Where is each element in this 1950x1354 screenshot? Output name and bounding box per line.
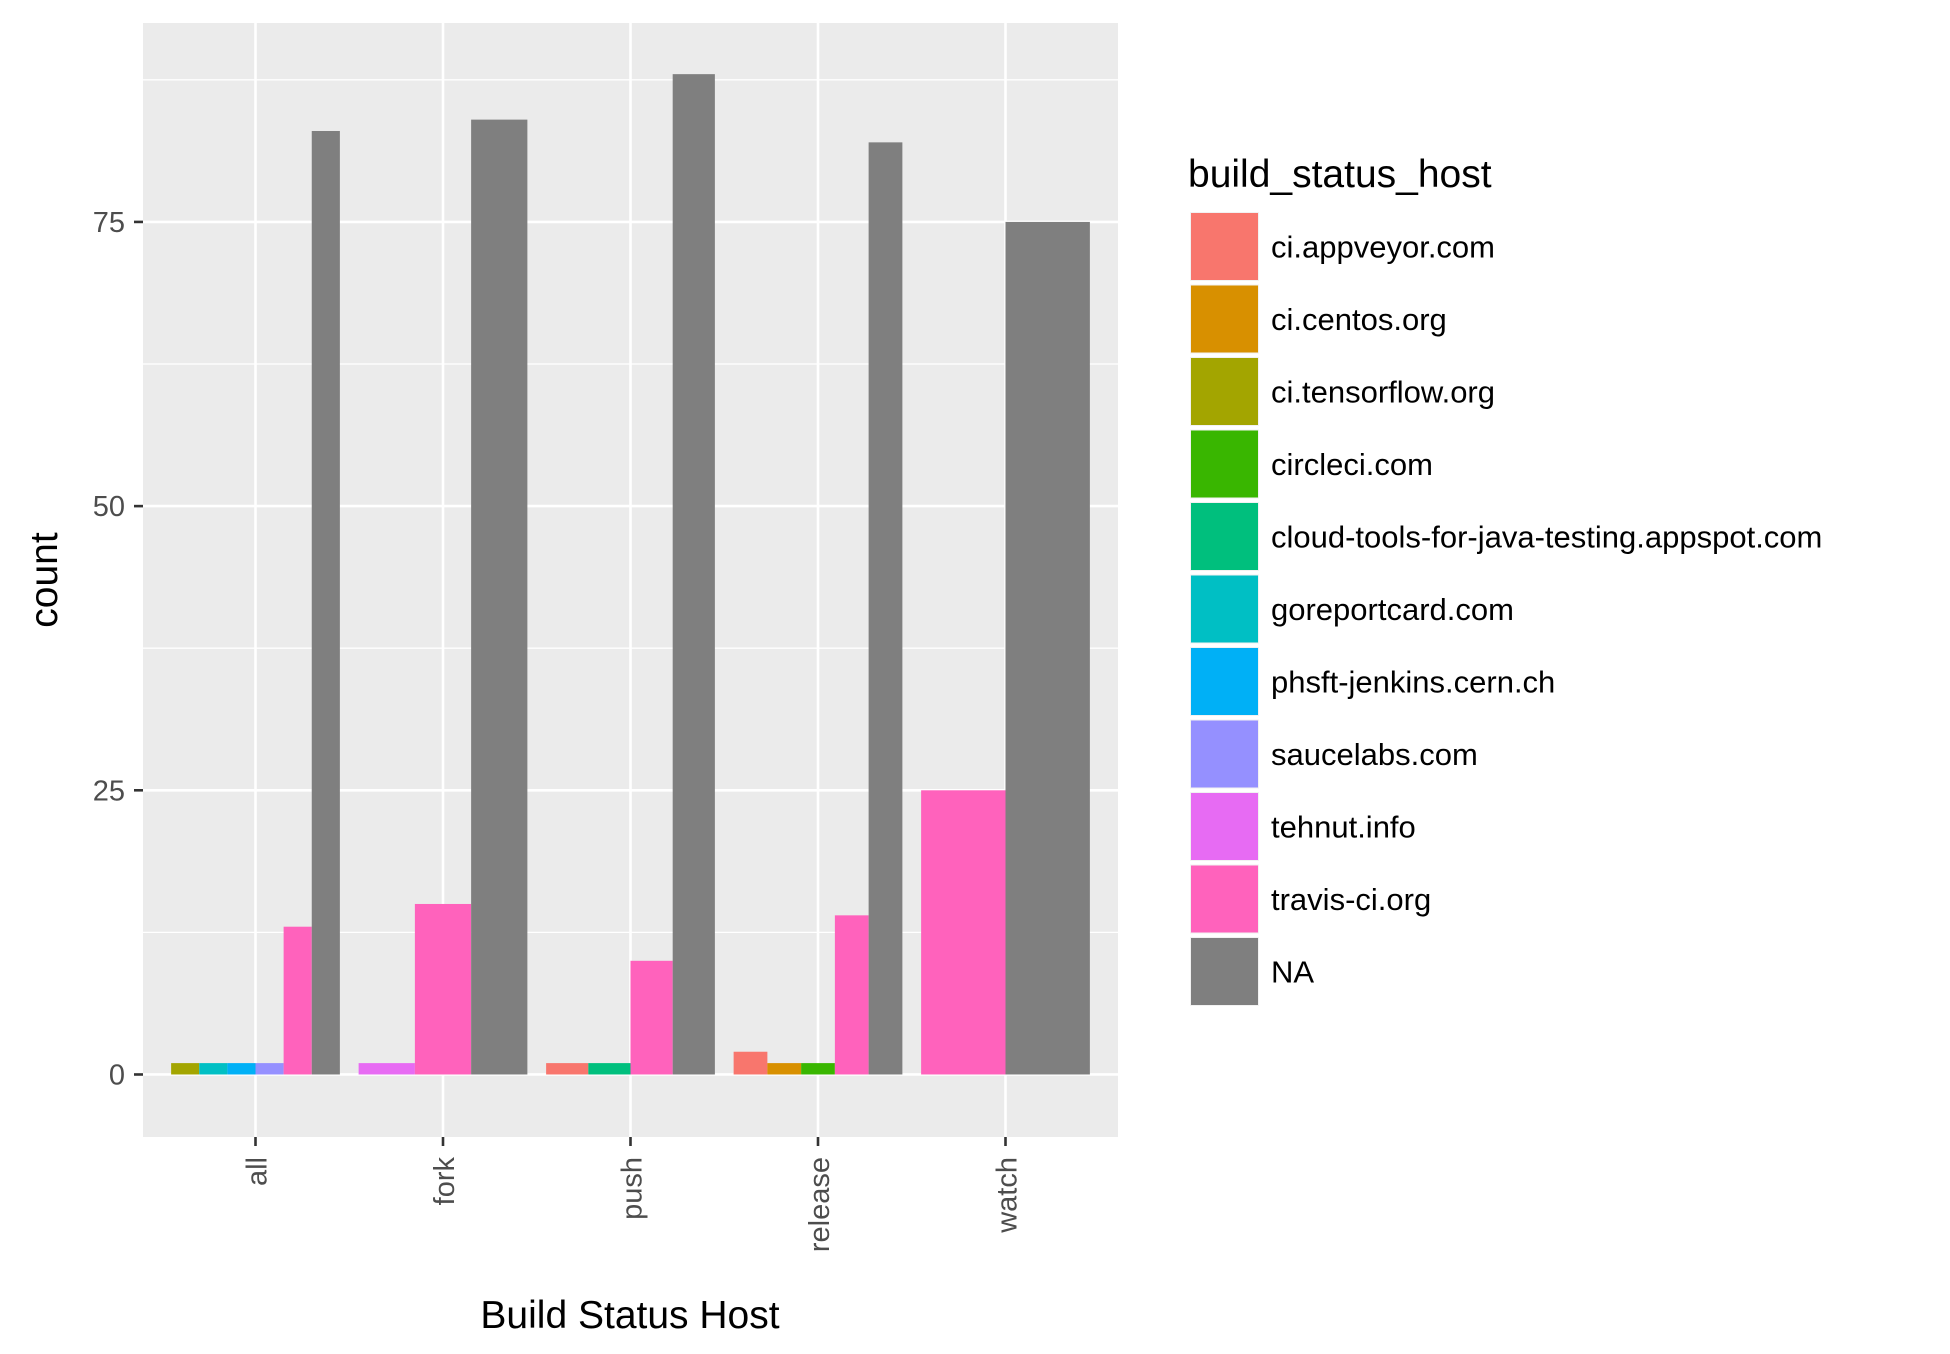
bar-push-cloud-tools-for-java-testing-appspot-com	[588, 1063, 631, 1075]
legend-label: goreportcard.com	[1271, 592, 1514, 627]
bar-release-travis-ci-org	[834, 915, 869, 1075]
bar-all-goreportcard-com	[199, 1063, 228, 1075]
x-axis-title: Build Status Host	[480, 1294, 779, 1337]
y-axis-title: count	[23, 532, 66, 628]
bars	[171, 74, 1090, 1075]
bar-all-ci-tensorflow-org	[171, 1063, 200, 1075]
bar-push-travis-ci-org	[630, 960, 673, 1075]
legend-key-tehnut-info	[1191, 793, 1258, 860]
legend-title: build_status_host	[1188, 153, 1492, 196]
legend-key-ci-appveyor-com	[1191, 213, 1258, 280]
legend-label: ci.centos.org	[1271, 302, 1447, 337]
legend-label: circleci.com	[1271, 447, 1433, 482]
y-axis: 0 25 50 75	[93, 207, 143, 1091]
bar-release-ci-centos-org	[767, 1063, 802, 1075]
x-axis: all fork push release watch	[242, 1137, 1024, 1252]
x-tick-label: release	[804, 1157, 836, 1252]
legend-label: travis-ci.org	[1271, 882, 1431, 917]
y-tick-label: 25	[93, 775, 125, 807]
legend-label: cloud-tools-for-java-testing.appspot.com	[1271, 520, 1822, 555]
legend-label: phsft-jenkins.cern.ch	[1271, 665, 1555, 700]
y-tick-label: 50	[93, 491, 125, 523]
bar-all-NA	[311, 130, 340, 1075]
legend: build_status_host ci.appveyor.com ci.cent…	[1188, 153, 1822, 1006]
bar-push-ci-appveyor-com	[546, 1063, 589, 1075]
bar-all-travis-ci-org	[283, 926, 312, 1075]
legend-key-NA	[1191, 938, 1258, 1005]
legend-key-ci-centos-org	[1191, 285, 1258, 353]
y-tick-label: 0	[109, 1059, 125, 1091]
legend-label: NA	[1271, 955, 1314, 990]
legend-items: ci.appveyor.com ci.centos.org ci.tensorflo…	[1190, 212, 1822, 1006]
bar-watch-travis-ci-org	[921, 790, 1006, 1075]
bar-fork-tehnut-info	[358, 1063, 415, 1075]
legend-label: ci.appveyor.com	[1271, 230, 1495, 265]
legend-key-saucelabs-com	[1191, 720, 1258, 788]
x-tick-label: all	[242, 1157, 274, 1186]
bar-all-saucelabs-com	[255, 1063, 284, 1075]
bar-push-NA	[672, 74, 715, 1075]
x-tick-label: watch	[992, 1157, 1024, 1234]
legend-key-travis-ci-org	[1191, 865, 1258, 933]
y-tick-label: 75	[93, 207, 125, 239]
legend-label: tehnut.info	[1271, 810, 1416, 845]
bar-release-NA	[868, 142, 903, 1075]
legend-key-goreportcard-com	[1191, 575, 1258, 643]
bar-fork-travis-ci-org	[414, 903, 472, 1075]
bar-fork-NA	[471, 119, 528, 1075]
legend-key-cloud-tools-for-java-testing-appspot-com	[1191, 503, 1258, 570]
legend-key-circleci-com	[1191, 430, 1258, 498]
bar-release-circleci-com	[801, 1063, 835, 1075]
x-tick-label: push	[617, 1157, 649, 1220]
legend-label: saucelabs.com	[1271, 737, 1478, 772]
legend-label: ci.tensorflow.org	[1271, 375, 1495, 410]
bar-watch-NA	[1005, 221, 1090, 1075]
legend-key-ci-tensorflow-org	[1191, 358, 1258, 425]
bar-all-phsft-jenkins-cern-ch	[227, 1063, 256, 1075]
legend-key-phsft-jenkins-cern-ch	[1191, 648, 1258, 715]
bar-release-ci-appveyor-com	[733, 1051, 768, 1075]
x-tick-label: fork	[429, 1157, 461, 1206]
